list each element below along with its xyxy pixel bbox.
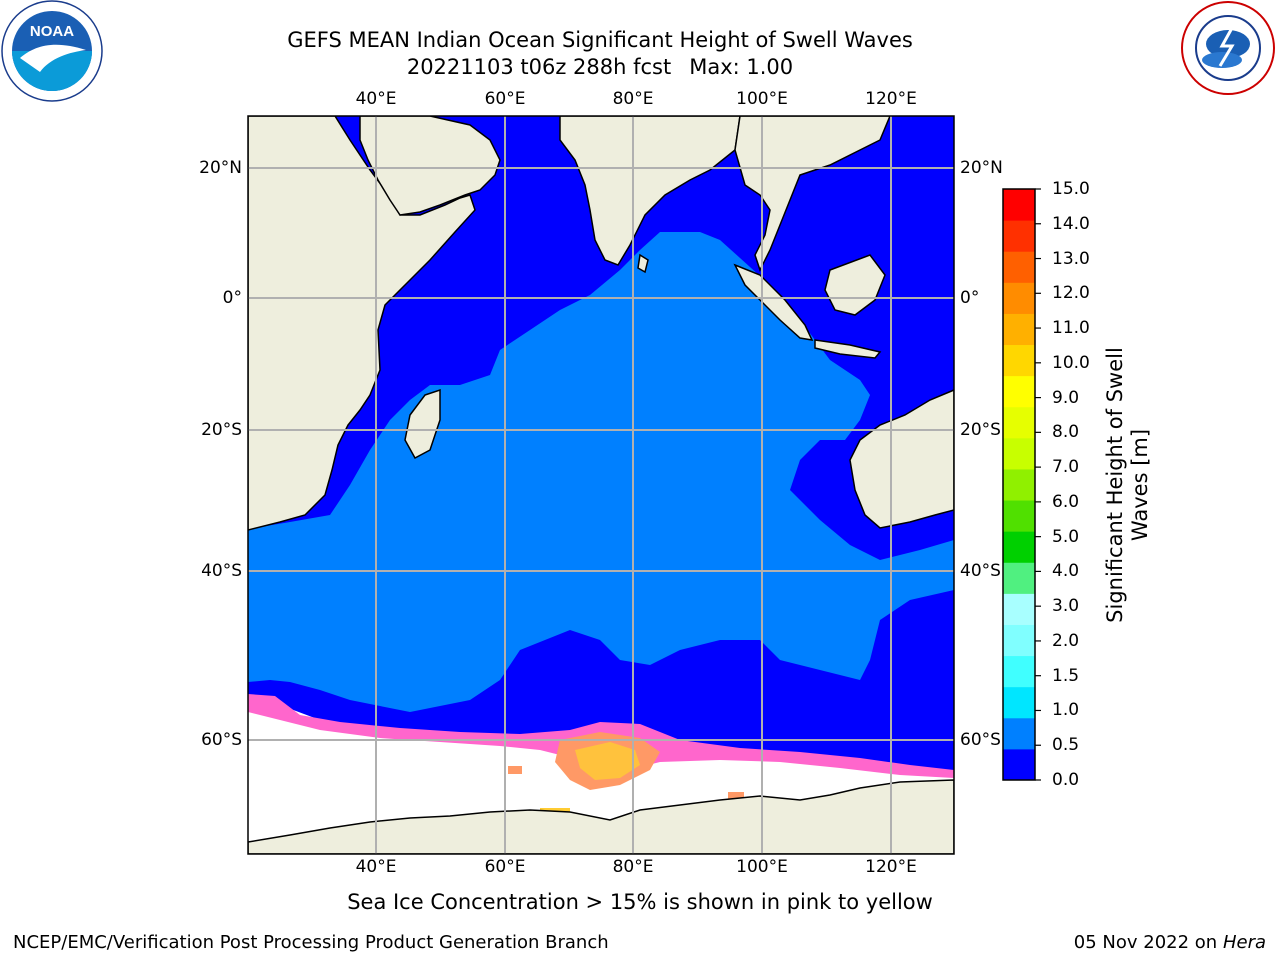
colorbar-segment [1003,748,1035,781]
colorbar-segment [1003,282,1035,314]
colorbar-tick-label: 13.0 [1052,248,1090,269]
map-title: GEFS MEAN Indian Ocean Significant Heigh… [287,28,913,52]
lon-label-bottom: 100°E [736,857,788,877]
sea-ice-note: Sea Ice Concentration > 15% is shown in … [347,890,933,914]
borneo-land [824,254,886,316]
lat-label-left: 40°S [201,561,242,581]
colorbar-tick-label: 0.0 [1052,770,1080,790]
lon-label-bottom: 80°E [612,857,654,877]
map-border [247,115,955,855]
colorbar-tick-label: 15.0 [1052,179,1090,199]
colorbar-segment [1003,593,1035,625]
land [248,116,954,854]
lon-label-bottom: 60°E [484,857,526,877]
lat-label-right: 40°S [960,561,1001,581]
colorbar-segment [1003,313,1035,346]
sea-ice-patch [508,766,522,774]
colorbar-tick-label: 1.0 [1052,700,1080,721]
colorbar-segment [1003,189,1035,221]
map-area [248,116,954,854]
footer-credit: NCEP/EMC/Verification Post Processing Pr… [13,932,609,953]
colorbar-tick-label: 7.0 [1052,457,1080,478]
colorbar-segment [1003,531,1035,563]
ocean-mid-swell [248,232,954,712]
max-value: Max: 1.00 [689,55,794,79]
lat-label-right: 20°S [960,420,1001,440]
australia-land [849,389,954,529]
colorbar-tick-label: 14.0 [1052,213,1090,234]
colorbar-tick-label: 4.0 [1052,561,1080,582]
colorbar-segment [1003,655,1035,688]
colorbar-tick-label: 6.0 [1052,491,1080,512]
lon-label-top: 80°E [612,89,654,109]
colorbar-tick-label: 1.5 [1052,665,1080,686]
lon-label-bottom: 40°E [355,857,397,877]
sumatra-land [733,263,814,341]
lat-label-right: 0° [960,288,980,308]
map-subtitle: 20221103 t06z 288h fcst Max: 1.00 [0,55,1200,79]
colorbar-segment [1003,717,1035,750]
lon-label-top: 40°E [355,89,397,109]
nws-logo [1181,1,1275,95]
lon-label-top: 100°E [736,89,788,109]
colorbar-tick-label: 3.0 [1052,596,1080,617]
colorbar-tick-label: 11.0 [1052,318,1090,339]
lon-label-top: 60°E [484,89,526,109]
lat-label-left: 20°S [201,420,242,440]
colorbar-segment [1003,686,1035,719]
java-land [814,339,882,359]
colorbar-segment [1003,468,1035,501]
lat-label-right: 20°N [960,158,1003,178]
noaa-logo-text: NOAA [30,23,74,40]
sea-ice-yellow [575,742,640,780]
footer-date: 05 Nov 2022 on Hera [1074,932,1266,953]
colorbar-title: Significant Height of Swell Waves [m] [1103,347,1152,623]
colorbar-segment [1003,251,1035,283]
colorbar-segment [1003,220,1035,252]
lat-label-left: 60°S [201,730,242,750]
colorbar-segment [1003,344,1035,377]
colorbar-tick-label: 9.0 [1052,387,1080,408]
lat-label-left: 0° [222,288,242,308]
colorbar-tick-label: 0.5 [1052,735,1080,756]
colorbar-tick-label: 10.0 [1052,352,1090,373]
lat-label-right: 60°S [960,730,1001,750]
colorbar-segment [1003,437,1035,470]
footer-host: Hera [1222,932,1266,953]
lon-label-bottom: 120°E [865,857,917,877]
colorbar-tick-label: 12.0 [1052,283,1090,304]
lon-label-top: 120°E [865,89,917,109]
colorbar-segment [1003,406,1035,439]
india-land [559,116,741,266]
footer-date-text: 05 Nov 2022 on [1073,932,1218,953]
colorbar-segment [1003,500,1035,532]
colorbar-segment [1003,375,1035,408]
madagascar-land [404,388,441,460]
se-asia-land [734,116,891,272]
colorbar-tick-label: 2.0 [1052,630,1080,651]
colorbar-tick-label: 5.0 [1052,526,1080,547]
colorbar [1003,188,1041,781]
colorbar-segment [1003,624,1035,657]
arabia-land [359,116,501,216]
forecast-cycle: 20221103 t06z 288h fcst [406,55,672,79]
noaa-logo: NOAA [1,0,103,102]
lat-label-left: 20°N [199,158,242,178]
sea-ice-patch [728,792,744,800]
srilanka-land [637,253,649,274]
antarctica-land [248,779,954,854]
colorbar-segment [1003,562,1035,594]
colorbar-tick-label: 8.0 [1052,422,1080,443]
colorbar-border [1002,188,1036,781]
graticule [248,116,954,854]
